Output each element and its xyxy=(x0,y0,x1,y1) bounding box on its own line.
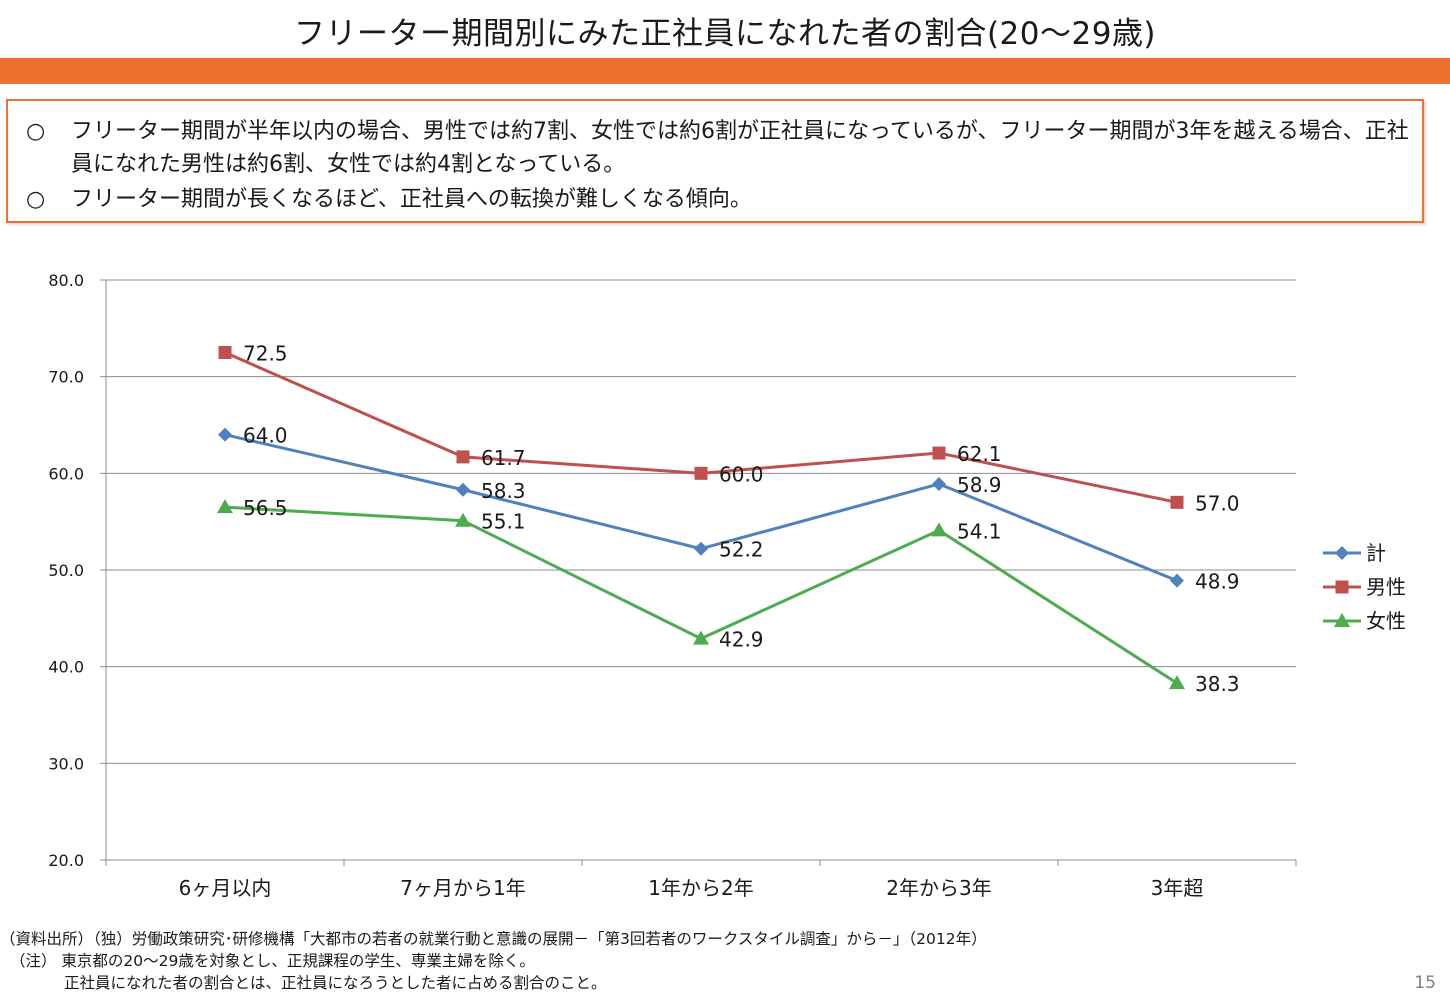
data-label: 52.2 xyxy=(719,538,764,562)
data-label: 60.0 xyxy=(719,462,764,486)
x-tick-label: 6ヶ月以内 xyxy=(179,876,272,900)
line-chart: 20.0 30.0 40.0 50.0 60.0 70.0 80.0 6ヶ月以内 7ヶ月から1年… xyxy=(48,271,1406,900)
footnote-2: 正社員になれた者の割合とは、正社員になろうとした者に占める割合のこと。 xyxy=(64,974,607,992)
legend-label: 計 xyxy=(1366,541,1386,565)
data-label: 61.7 xyxy=(481,446,526,470)
data-label: 64.0 xyxy=(243,424,288,448)
circle-bullet-icon: ○ xyxy=(26,187,46,212)
data-label: 58.3 xyxy=(481,479,526,503)
y-tick-label: 30.0 xyxy=(48,754,84,773)
series-1 xyxy=(218,427,1184,588)
series-3 xyxy=(217,499,1185,690)
data-label: 48.9 xyxy=(1195,570,1240,594)
legend-marker xyxy=(1335,580,1349,594)
y-tick-label: 40.0 xyxy=(48,658,84,677)
data-point xyxy=(218,346,232,359)
series-group xyxy=(217,346,1185,690)
data-point xyxy=(694,541,708,556)
legend-marker xyxy=(1335,546,1349,560)
data-point xyxy=(693,630,709,645)
data-label: 55.1 xyxy=(481,510,526,534)
x-tick-label: 1年から2年 xyxy=(648,876,753,900)
title-underline-bar xyxy=(0,58,1450,84)
data-labels: 64.0 58.3 52.2 58.9 48.9 72.5 61.7 60.0 62.1 57.0… xyxy=(243,342,1240,697)
data-point xyxy=(456,482,470,497)
data-label: 58.9 xyxy=(957,473,1002,497)
y-tick-label: 80.0 xyxy=(48,271,84,290)
data-point xyxy=(1169,675,1185,690)
series-line xyxy=(224,433,1178,583)
data-point xyxy=(456,450,470,464)
y-tick-label: 50.0 xyxy=(48,561,84,580)
data-label: 56.5 xyxy=(243,496,288,520)
data-label: 42.9 xyxy=(719,628,764,652)
data-point xyxy=(455,512,471,527)
data-label: 72.5 xyxy=(243,342,288,366)
data-label: 57.0 xyxy=(1195,491,1240,515)
y-tick-label: 70.0 xyxy=(48,368,84,387)
source-note: （資料出所）（独）労働政策研究･研修機構「大都市の若者の就業行動と意識の展開－「… xyxy=(0,930,987,948)
series-line xyxy=(224,351,1178,504)
axes: 20.0 30.0 40.0 50.0 60.0 70.0 80.0 6ヶ月以内 7ヶ月から1年… xyxy=(48,271,1297,900)
y-tick-label: 20.0 xyxy=(48,851,84,870)
page-title: フリーター期間別にみた正社員になれた者の割合(20～29歳) xyxy=(293,16,1157,52)
data-point xyxy=(1170,495,1184,509)
data-point xyxy=(218,427,232,442)
data-point xyxy=(931,522,947,537)
data-point xyxy=(217,499,233,514)
page-number: 15 xyxy=(1414,973,1436,993)
data-point xyxy=(932,446,946,460)
x-tick-label: 7ヶ月から1年 xyxy=(400,876,525,900)
summary-box: ○ フリーター期間が半年以内の場合、男性では約7割、女性では約6割が正社員になっ… xyxy=(6,99,1424,223)
grid-lines xyxy=(106,279,1296,764)
data-label: 38.3 xyxy=(1195,672,1240,696)
footnote-1: （注） 東京都の20～29歳を対象とし、正規課程の学生、専業主婦を除く。 xyxy=(10,952,535,970)
summary-text: フリーター期間が半年以内の場合、男性では約7割、女性では約6割が正社員になってい… xyxy=(71,119,1409,177)
x-tick-label: 2年から3年 xyxy=(886,876,991,900)
circle-bullet-icon: ○ xyxy=(26,119,46,144)
summary-text: フリーター期間が長くなるほど、正社員への転換が難しくなる傾向。 xyxy=(71,187,752,212)
legend-label: 男性 xyxy=(1366,575,1406,599)
data-label: 62.1 xyxy=(957,442,1002,466)
legend-marker xyxy=(1334,613,1350,627)
data-point xyxy=(694,466,708,480)
x-tick-label: 3年超 xyxy=(1151,876,1204,900)
y-tick-label: 60.0 xyxy=(48,464,84,483)
legend-entry: 計 xyxy=(1323,541,1386,565)
series-2 xyxy=(218,346,1184,509)
legend-entry: 女性 xyxy=(1323,609,1406,633)
series-line xyxy=(224,505,1178,685)
data-point xyxy=(1170,573,1184,588)
data-label: 54.1 xyxy=(957,519,1002,543)
legend-label: 女性 xyxy=(1366,609,1406,633)
legend-entry: 男性 xyxy=(1323,575,1406,599)
data-point xyxy=(932,476,946,491)
